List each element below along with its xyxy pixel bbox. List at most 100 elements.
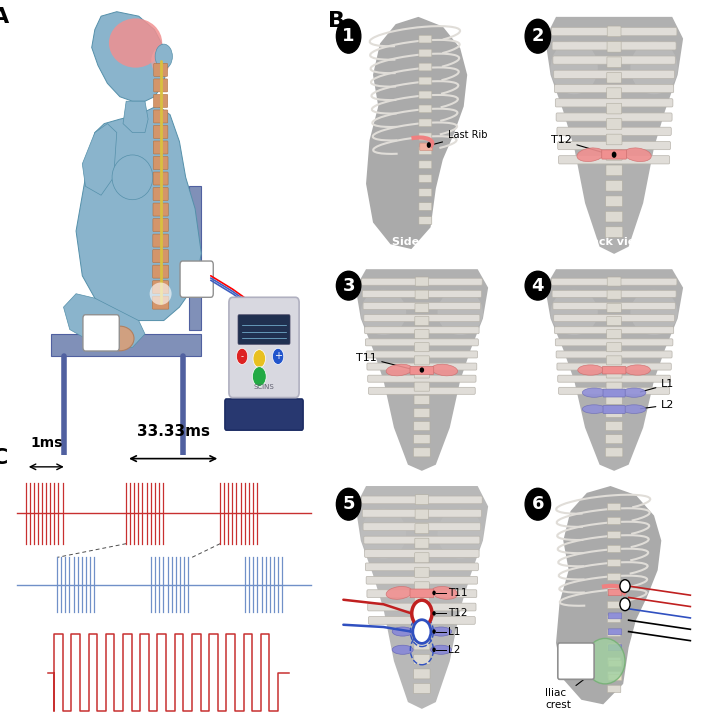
Ellipse shape	[625, 365, 651, 375]
FancyBboxPatch shape	[606, 149, 622, 160]
FancyBboxPatch shape	[419, 63, 431, 71]
FancyBboxPatch shape	[557, 363, 671, 370]
Ellipse shape	[624, 148, 651, 162]
FancyBboxPatch shape	[414, 369, 429, 378]
FancyBboxPatch shape	[606, 382, 622, 391]
FancyBboxPatch shape	[414, 422, 430, 430]
FancyBboxPatch shape	[607, 657, 621, 664]
FancyBboxPatch shape	[414, 343, 429, 352]
FancyBboxPatch shape	[558, 387, 670, 394]
FancyBboxPatch shape	[419, 35, 431, 43]
FancyBboxPatch shape	[605, 227, 623, 238]
FancyBboxPatch shape	[555, 339, 673, 346]
FancyBboxPatch shape	[414, 625, 430, 635]
FancyBboxPatch shape	[362, 510, 481, 517]
Ellipse shape	[386, 586, 412, 599]
Circle shape	[525, 19, 550, 53]
Text: T12: T12	[448, 609, 468, 618]
FancyBboxPatch shape	[365, 339, 478, 346]
FancyBboxPatch shape	[419, 105, 431, 113]
FancyBboxPatch shape	[555, 327, 674, 334]
FancyBboxPatch shape	[557, 643, 594, 679]
FancyBboxPatch shape	[606, 165, 622, 175]
FancyBboxPatch shape	[607, 587, 621, 594]
FancyBboxPatch shape	[553, 56, 675, 64]
FancyBboxPatch shape	[606, 409, 622, 417]
FancyBboxPatch shape	[414, 382, 429, 391]
FancyBboxPatch shape	[608, 645, 622, 651]
FancyBboxPatch shape	[415, 509, 429, 519]
FancyBboxPatch shape	[414, 669, 430, 679]
Text: 5: 5	[342, 495, 355, 513]
FancyBboxPatch shape	[555, 99, 673, 107]
FancyBboxPatch shape	[608, 674, 622, 680]
FancyBboxPatch shape	[607, 88, 622, 98]
FancyBboxPatch shape	[419, 77, 431, 85]
FancyBboxPatch shape	[557, 142, 671, 149]
FancyBboxPatch shape	[607, 643, 621, 651]
Ellipse shape	[361, 290, 406, 335]
FancyBboxPatch shape	[607, 103, 622, 114]
FancyBboxPatch shape	[607, 685, 621, 692]
FancyBboxPatch shape	[153, 250, 169, 263]
FancyBboxPatch shape	[419, 188, 431, 196]
FancyBboxPatch shape	[608, 661, 622, 666]
Ellipse shape	[155, 44, 172, 69]
Polygon shape	[355, 486, 488, 709]
FancyBboxPatch shape	[607, 630, 621, 637]
Polygon shape	[545, 17, 683, 254]
Ellipse shape	[386, 364, 412, 376]
Text: 2: 2	[532, 27, 544, 45]
Circle shape	[432, 630, 436, 634]
Text: 6: 6	[532, 495, 544, 513]
Polygon shape	[355, 269, 488, 471]
FancyBboxPatch shape	[607, 601, 621, 609]
FancyBboxPatch shape	[607, 118, 622, 129]
FancyBboxPatch shape	[607, 316, 622, 326]
FancyBboxPatch shape	[605, 448, 623, 457]
Text: L1: L1	[448, 627, 461, 637]
FancyBboxPatch shape	[414, 684, 430, 693]
FancyBboxPatch shape	[153, 219, 168, 232]
FancyBboxPatch shape	[369, 387, 475, 394]
FancyBboxPatch shape	[367, 590, 477, 598]
FancyBboxPatch shape	[367, 603, 476, 611]
FancyBboxPatch shape	[557, 127, 671, 136]
FancyBboxPatch shape	[607, 343, 622, 352]
Ellipse shape	[151, 48, 170, 74]
Text: 1ms: 1ms	[30, 436, 63, 451]
Circle shape	[620, 580, 630, 593]
FancyBboxPatch shape	[415, 316, 429, 326]
FancyBboxPatch shape	[557, 375, 671, 382]
Ellipse shape	[622, 388, 646, 397]
FancyBboxPatch shape	[154, 95, 168, 108]
Circle shape	[620, 598, 630, 611]
FancyBboxPatch shape	[152, 281, 169, 294]
Circle shape	[432, 591, 436, 595]
FancyBboxPatch shape	[367, 363, 477, 370]
FancyBboxPatch shape	[153, 141, 168, 154]
Polygon shape	[83, 123, 117, 195]
FancyBboxPatch shape	[607, 531, 621, 539]
Text: 1: 1	[342, 27, 355, 45]
Ellipse shape	[630, 290, 678, 335]
FancyBboxPatch shape	[415, 538, 429, 548]
FancyBboxPatch shape	[154, 110, 168, 123]
Circle shape	[426, 142, 431, 148]
Circle shape	[612, 152, 617, 158]
Polygon shape	[123, 101, 148, 133]
Polygon shape	[189, 186, 201, 329]
FancyBboxPatch shape	[605, 435, 623, 444]
FancyBboxPatch shape	[605, 212, 623, 222]
FancyBboxPatch shape	[419, 217, 431, 225]
FancyBboxPatch shape	[607, 72, 622, 83]
Text: T11: T11	[355, 352, 412, 370]
Polygon shape	[76, 105, 201, 321]
Ellipse shape	[361, 509, 406, 559]
Ellipse shape	[438, 509, 483, 559]
FancyBboxPatch shape	[555, 84, 674, 92]
FancyBboxPatch shape	[419, 203, 431, 210]
Ellipse shape	[112, 155, 153, 200]
FancyBboxPatch shape	[152, 265, 169, 278]
Circle shape	[525, 488, 550, 520]
